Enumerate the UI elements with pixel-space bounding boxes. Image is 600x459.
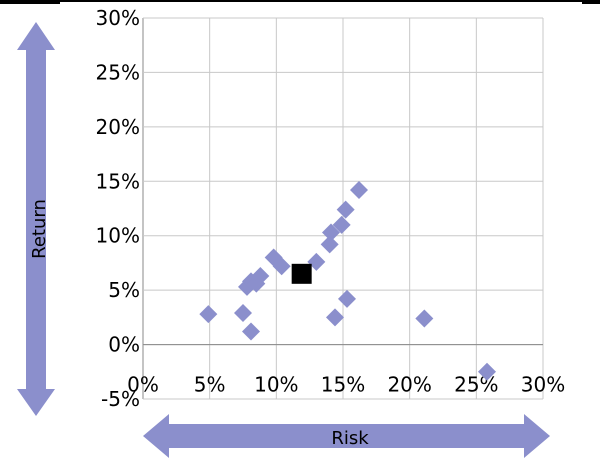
x-tick-label: 30%: [521, 373, 565, 397]
y-tick-label: 30%: [96, 6, 140, 30]
y-tick-label: -5%: [101, 387, 140, 411]
data-point-diamond: [336, 200, 355, 219]
data-point-diamond: [242, 322, 260, 341]
return-arrow: Return: [17, 22, 55, 416]
y-tick-label: 0%: [108, 333, 140, 357]
x-tick-label: 15%: [321, 373, 365, 397]
x-tick-label: 0%: [127, 373, 159, 397]
corner-mark-left: [0, 0, 60, 4]
data-point-diamond: [326, 308, 344, 327]
x-axis-label: Risk: [331, 428, 369, 449]
data-point-diamond: [199, 305, 218, 324]
data-points: [199, 180, 496, 381]
tick-labels: 0% 5% 10% 15% 20% 25% 30%30%25%20%15%10%5%0%-5…: [96, 6, 566, 411]
data-point-diamond: [332, 215, 351, 234]
data-point-diamond: [350, 180, 368, 199]
data-point-diamond: [307, 252, 326, 271]
corner-mark-right: [582, 0, 600, 4]
data-point-square: [291, 263, 312, 284]
y-tick-label: 15%: [96, 169, 140, 193]
y-tick-label: 20%: [96, 115, 140, 139]
data-point-diamond: [338, 289, 356, 308]
x-tick-label: 10%: [254, 373, 298, 397]
data-point-diamond: [320, 235, 339, 254]
y-axis-label: Return: [29, 199, 50, 259]
data-point-diamond: [322, 223, 340, 242]
risk-arrow: Risk: [143, 414, 550, 458]
data-point-diamond: [234, 304, 252, 323]
risk-arrow-shape: [143, 414, 550, 458]
x-tick-label: 5%: [194, 373, 226, 397]
top-border: [0, 0, 600, 2]
data-point-diamond: [272, 257, 291, 276]
return-arrow-shape: [17, 22, 55, 416]
y-tick-label: 10%: [96, 224, 140, 248]
grid: [142, 17, 544, 400]
y-tick-label: 5%: [108, 278, 140, 302]
y-tick-label: 25%: [96, 60, 140, 84]
data-point-diamond: [415, 309, 434, 328]
data-point-diamond: [251, 266, 270, 285]
x-tick-label: 20%: [387, 373, 431, 397]
x-tick-label: 25%: [454, 373, 498, 397]
data-point-diamond: [478, 362, 496, 381]
